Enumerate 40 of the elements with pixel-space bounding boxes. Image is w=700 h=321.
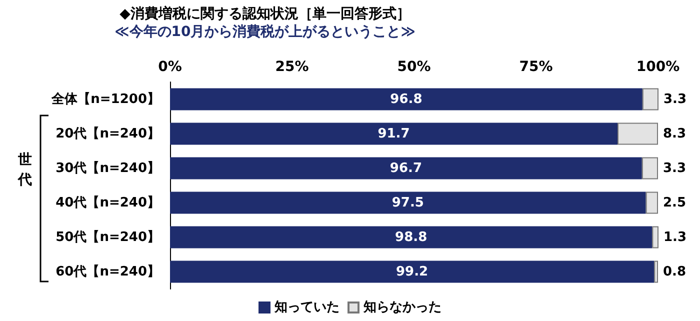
data-label: 96.8 — [390, 92, 422, 107]
bar — [652, 226, 658, 248]
data-label: 3.3 — [663, 160, 686, 176]
y-tick-label: 50代【n=240】 — [56, 228, 160, 245]
data-label: 1.3 — [663, 230, 687, 245]
chart-subtitle: ≪今年の10月から消費税が上がるということ≫ — [114, 23, 416, 40]
x-tick-label: 0% — [158, 59, 182, 75]
y-tick-label: 60代【n=240】 — [56, 263, 160, 280]
x-tick-label: 50% — [397, 59, 431, 75]
data-label: 0.8 — [663, 264, 686, 280]
data-label: 2.5 — [663, 195, 686, 210]
chart-title: ◆消費増税に関する認知状況［単一回答形式］ — [120, 5, 410, 22]
data-label: 97.5 — [392, 195, 424, 210]
legend-label: 知っていた — [274, 300, 340, 315]
legend-label: 知らなかった — [362, 300, 442, 315]
data-label: 3.3 — [663, 92, 687, 107]
data-label: 99.2 — [396, 264, 428, 280]
y-tick-label: 全体【n=1200】 — [50, 90, 160, 107]
bar — [646, 192, 658, 214]
y-tick-label: 30代【n=240】 — [56, 160, 160, 176]
bar — [642, 157, 658, 180]
x-tick-label: 75% — [519, 59, 553, 75]
x-tick-label: 100% — [636, 59, 680, 75]
bar — [170, 226, 652, 248]
text: 世代 — [17, 152, 32, 188]
bar — [642, 88, 658, 110]
bar — [170, 122, 618, 145]
bar — [617, 122, 658, 145]
data-label: 98.8 — [395, 230, 428, 245]
bar — [170, 157, 642, 180]
x-tick-label: 25% — [275, 59, 309, 75]
data-label: 8.3 — [663, 126, 686, 142]
data-label: 91.7 — [378, 126, 410, 142]
data-label: 96.7 — [390, 160, 422, 176]
bar — [170, 88, 642, 110]
bar — [170, 192, 646, 214]
y-tick-label: 20代【n=240】 — [56, 125, 160, 142]
y-tick-label: 40代【n=240】 — [56, 194, 160, 210]
bar — [170, 260, 654, 283]
bar — [654, 260, 658, 283]
